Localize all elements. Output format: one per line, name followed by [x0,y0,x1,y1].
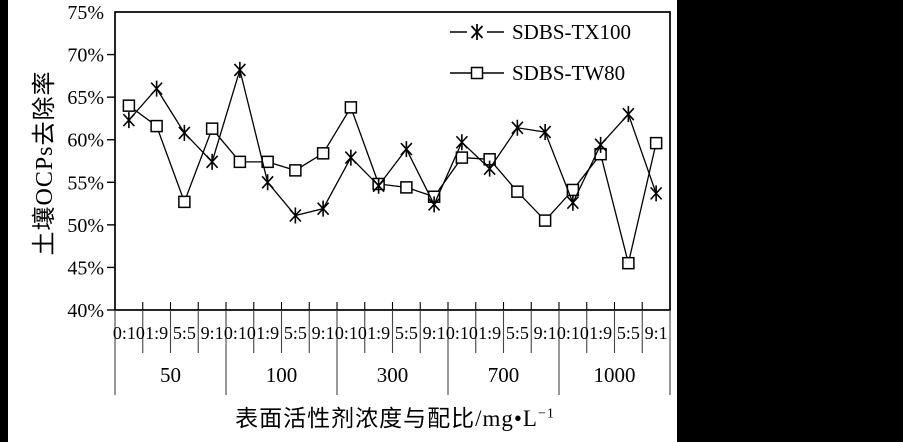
star-marker [511,119,524,136]
plot-canvas: 75%70%65%60%55%50%45%40%0:10 1:9 5:5 9:1 0:1… [67,2,671,395]
square-marker [622,256,635,270]
chart-area: 75% 70% 65% 60% 55% 50% 45% 40% 0:10 1:9 5:5 9:1 0:1… [8,0,677,442]
right-black-bar [677,0,903,442]
square-marker [178,195,191,209]
ratio-label: 5:5 [284,323,307,343]
star-marker [178,124,191,141]
square-marker [649,136,663,150]
square-marker [205,122,219,135]
square-marker [511,185,524,198]
star-marker [400,141,413,158]
y-tick-label: 45% [67,257,104,279]
group-label: 50 [160,363,181,387]
ratio-label: 0:10 [335,323,367,343]
group-label: 100 [266,363,298,387]
ratio-label: 5:5 [395,323,418,343]
ratio-label: 0:10 [224,323,256,343]
ratio-label: 0:10 [113,323,145,343]
ratio-label: 1:9 [478,323,501,343]
square-marker [538,214,552,227]
square-marker [344,101,358,114]
square-marker [150,119,163,133]
square-marker [400,181,413,194]
group-label: 1000 [594,363,636,387]
x-axis-title-superscript: −1 [537,406,555,422]
legend: SDBS-TX100 SDBS-TW80 [448,18,631,100]
square-marker [122,99,136,112]
star-marker-icon [450,24,504,40]
star-marker [566,194,579,211]
square-marker [316,147,330,160]
ratio-label: 5:5 [173,323,196,343]
group-label: 700 [488,363,520,387]
ratio-label: 9:1 [201,323,224,343]
star-marker [594,136,607,153]
ratio-label: 9:1 [423,323,446,343]
star-marker [622,106,635,123]
star-marker [150,80,163,97]
group-label: 300 [377,363,409,387]
star-marker [650,185,663,202]
ratio-label: 1:9 [589,323,612,343]
legend-item-sdbs-tw80: SDBS-TW80 [448,59,631,87]
star-marker [233,61,246,78]
square-marker-icon [450,66,504,80]
y-axis-title: 土壤OCPs去除率 [32,70,58,256]
ratio-label: 5:5 [506,323,529,343]
square-marker [455,151,469,164]
ratio-label: 1:9 [145,323,168,343]
x-axis-title-text: 表面活性剂浓度与配比/mg•L [235,406,538,431]
y-tick-label: 55% [67,172,104,194]
star-marker [344,149,357,166]
left-black-bar [0,0,8,442]
y-tick-label: 70% [67,45,104,67]
star-marker [122,112,135,129]
ratio-label: 0:10 [446,323,478,343]
ratio-label: 9:1 [534,323,557,343]
star-marker [317,200,330,217]
star-marker [539,124,552,141]
square-marker [289,164,302,177]
legend-label-sdbs-tw80: SDBS-TW80 [512,60,626,85]
x-axis-title: 表面活性剂浓度与配比/mg•L−1 [145,399,645,433]
ratio-label: 5:5 [617,323,640,343]
y-tick-label: 50% [67,215,104,237]
y-tick-label: 60% [67,130,104,152]
star-marker [483,160,496,177]
y-tick-label: 65% [67,87,104,109]
ratio-label: 9:1 [645,323,668,343]
ratio-label: 1:9 [367,323,390,343]
ratio-label: 9:1 [312,323,335,343]
legend-label-sdbs-tx100: SDBS-TX100 [512,19,632,44]
ratio-label: 0:10 [557,323,589,343]
y-tick-label: 40% [67,300,104,322]
legend-item-sdbs-tx100: SDBS-TX100 [448,18,631,46]
star-marker [372,177,385,194]
star-marker [455,134,468,151]
star-marker [261,174,274,191]
ratio-label: 1:9 [256,323,279,343]
square-marker [233,155,247,169]
series-line-sdbs-tx100 [128,67,657,217]
star-marker [428,196,441,213]
star-marker [206,153,219,170]
y-tick-label: 75% [67,2,104,24]
star-marker [289,207,302,224]
